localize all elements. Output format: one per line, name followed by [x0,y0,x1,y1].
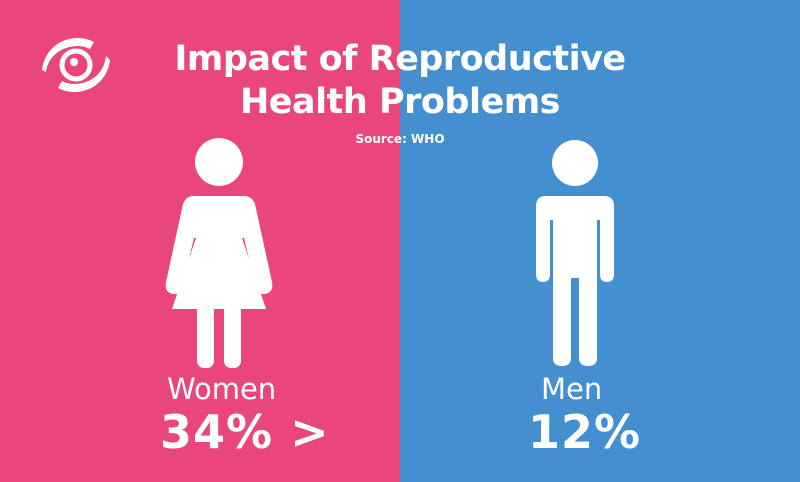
women-label: Women [167,372,277,406]
man-icon [536,140,614,366]
women-percentage: 34% > [160,405,330,459]
title-line-1: Impact of Reproductive [174,39,626,79]
woman-icon [165,138,273,368]
men-percentage: 12% [528,405,642,459]
men-label: Men [541,372,603,406]
eye-swirl-logo-icon [42,38,110,92]
source-note: Source: WHO [355,132,445,146]
title-line-2: Health Problems [239,82,561,122]
page-title: Impact of Reproductive Health Problems [0,38,800,124]
